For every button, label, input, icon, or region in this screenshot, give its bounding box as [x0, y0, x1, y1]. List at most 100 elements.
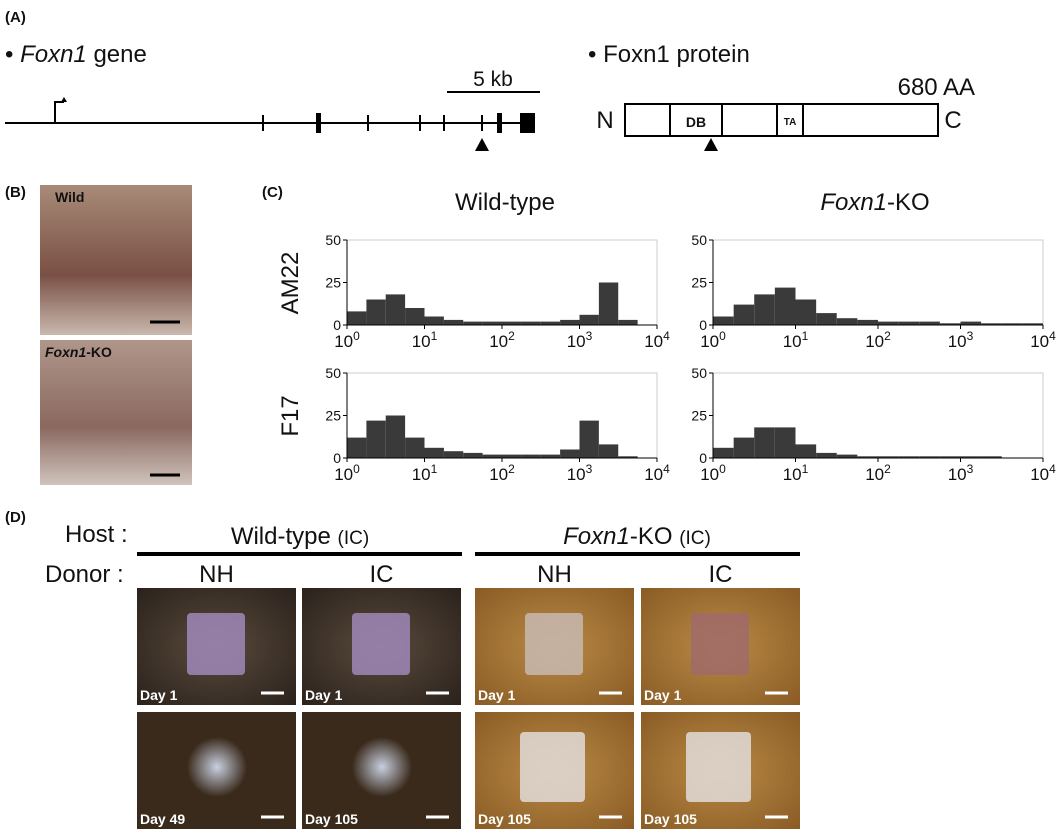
promoter-arrow [61, 97, 67, 102]
tick-exponent: 3 [586, 329, 593, 343]
gene-suffix: gene [87, 41, 147, 68]
gene-name: Foxn1 [45, 344, 86, 360]
bar [981, 456, 1002, 458]
domain-label: DB [686, 114, 706, 130]
bar [463, 452, 483, 458]
panel-label: (C) [262, 184, 283, 201]
tick-exponent: 4 [663, 329, 670, 343]
graft [525, 613, 583, 675]
day-label: Day 1 [478, 687, 516, 703]
tick-base: 10 [948, 332, 967, 351]
x-tick-label: 102 [865, 329, 891, 351]
x-tick-label: 100 [700, 329, 726, 351]
graft [520, 732, 585, 802]
bar [754, 294, 775, 325]
protein-map [624, 103, 939, 137]
tick-exponent: 4 [1049, 462, 1056, 476]
host-title: Foxn1-KO (IC) [563, 523, 711, 550]
protein-title: • Foxn1 protein [588, 41, 750, 68]
bar [443, 319, 464, 325]
bar [939, 323, 961, 325]
tick-base: 10 [644, 332, 663, 351]
graft [187, 613, 245, 675]
x-tick-label: 104 [644, 329, 670, 351]
day-label: Day 105 [305, 811, 358, 827]
y-tick-label: 0 [333, 317, 341, 333]
y-tick-label: 50 [691, 232, 707, 248]
tick-exponent: 2 [884, 462, 891, 476]
bar [836, 318, 858, 325]
bar [795, 444, 817, 458]
graft [691, 613, 749, 675]
bar [579, 420, 599, 458]
bar [618, 319, 638, 325]
host-note: (IC) [679, 528, 711, 549]
tick-base: 10 [489, 465, 508, 484]
bar [713, 316, 734, 325]
tick-exponent: 3 [967, 329, 974, 343]
tick-base: 10 [489, 332, 508, 351]
bar [540, 454, 561, 458]
gene-name: Foxn1 [820, 189, 887, 216]
y-tick-label: 25 [691, 408, 707, 424]
n-terminus: N [596, 107, 613, 134]
bar [816, 313, 837, 325]
tick-base: 10 [948, 465, 967, 484]
bar [540, 321, 561, 325]
tick-exponent: 1 [431, 329, 438, 343]
bar [898, 456, 920, 458]
suffix: -KO [86, 344, 112, 360]
c-terminus: C [944, 107, 961, 134]
bar [482, 321, 502, 325]
x-tick-label: 103 [948, 462, 974, 484]
gene-name: Foxn1 [563, 523, 630, 550]
bar [774, 287, 796, 325]
photo-label: Wild [55, 189, 84, 205]
y-tick-label: 25 [325, 408, 341, 424]
host-note: (IC) [338, 528, 370, 549]
bar [347, 437, 367, 458]
tick-exponent: 2 [508, 462, 515, 476]
tick-base: 10 [567, 332, 586, 351]
bar [857, 319, 878, 325]
bar [733, 304, 755, 325]
tick-base: 10 [783, 332, 802, 351]
bar [560, 319, 580, 325]
scale-label: 5 kb [473, 68, 513, 91]
tick-base: 10 [412, 465, 431, 484]
bar [1022, 323, 1043, 325]
suffix: -KO [630, 523, 673, 550]
y-tick-label: 50 [691, 365, 707, 381]
donor-label: NH [199, 561, 234, 588]
tick-exponent: 3 [586, 462, 593, 476]
bar [560, 449, 580, 458]
graft [352, 737, 412, 797]
bar [919, 321, 940, 325]
domain-label: TA [784, 117, 797, 128]
tick-exponent: 0 [353, 329, 360, 343]
day-label: Day 1 [305, 687, 343, 703]
tick-base: 10 [567, 465, 586, 484]
tick-exponent: 2 [508, 329, 515, 343]
bar [857, 456, 878, 458]
bar [598, 282, 619, 325]
tick-exponent: 4 [663, 462, 670, 476]
tick-exponent: 1 [431, 462, 438, 476]
tick-exponent: 1 [802, 329, 809, 343]
bar [774, 427, 796, 458]
tick-exponent: 0 [353, 462, 360, 476]
x-tick-label: 101 [412, 462, 438, 484]
y-tick-label: 0 [699, 450, 707, 466]
photo-label: Foxn1-KO [45, 344, 112, 360]
exon [497, 113, 502, 133]
x-tick-label: 102 [489, 462, 515, 484]
tick-exponent: 0 [719, 462, 726, 476]
x-tick-label: 100 [700, 462, 726, 484]
bar [713, 447, 734, 458]
photo [40, 185, 192, 335]
column-title: Wild-type [455, 189, 555, 216]
y-tick-label: 50 [325, 232, 341, 248]
bar [521, 321, 541, 325]
tick-exponent: 3 [967, 462, 974, 476]
